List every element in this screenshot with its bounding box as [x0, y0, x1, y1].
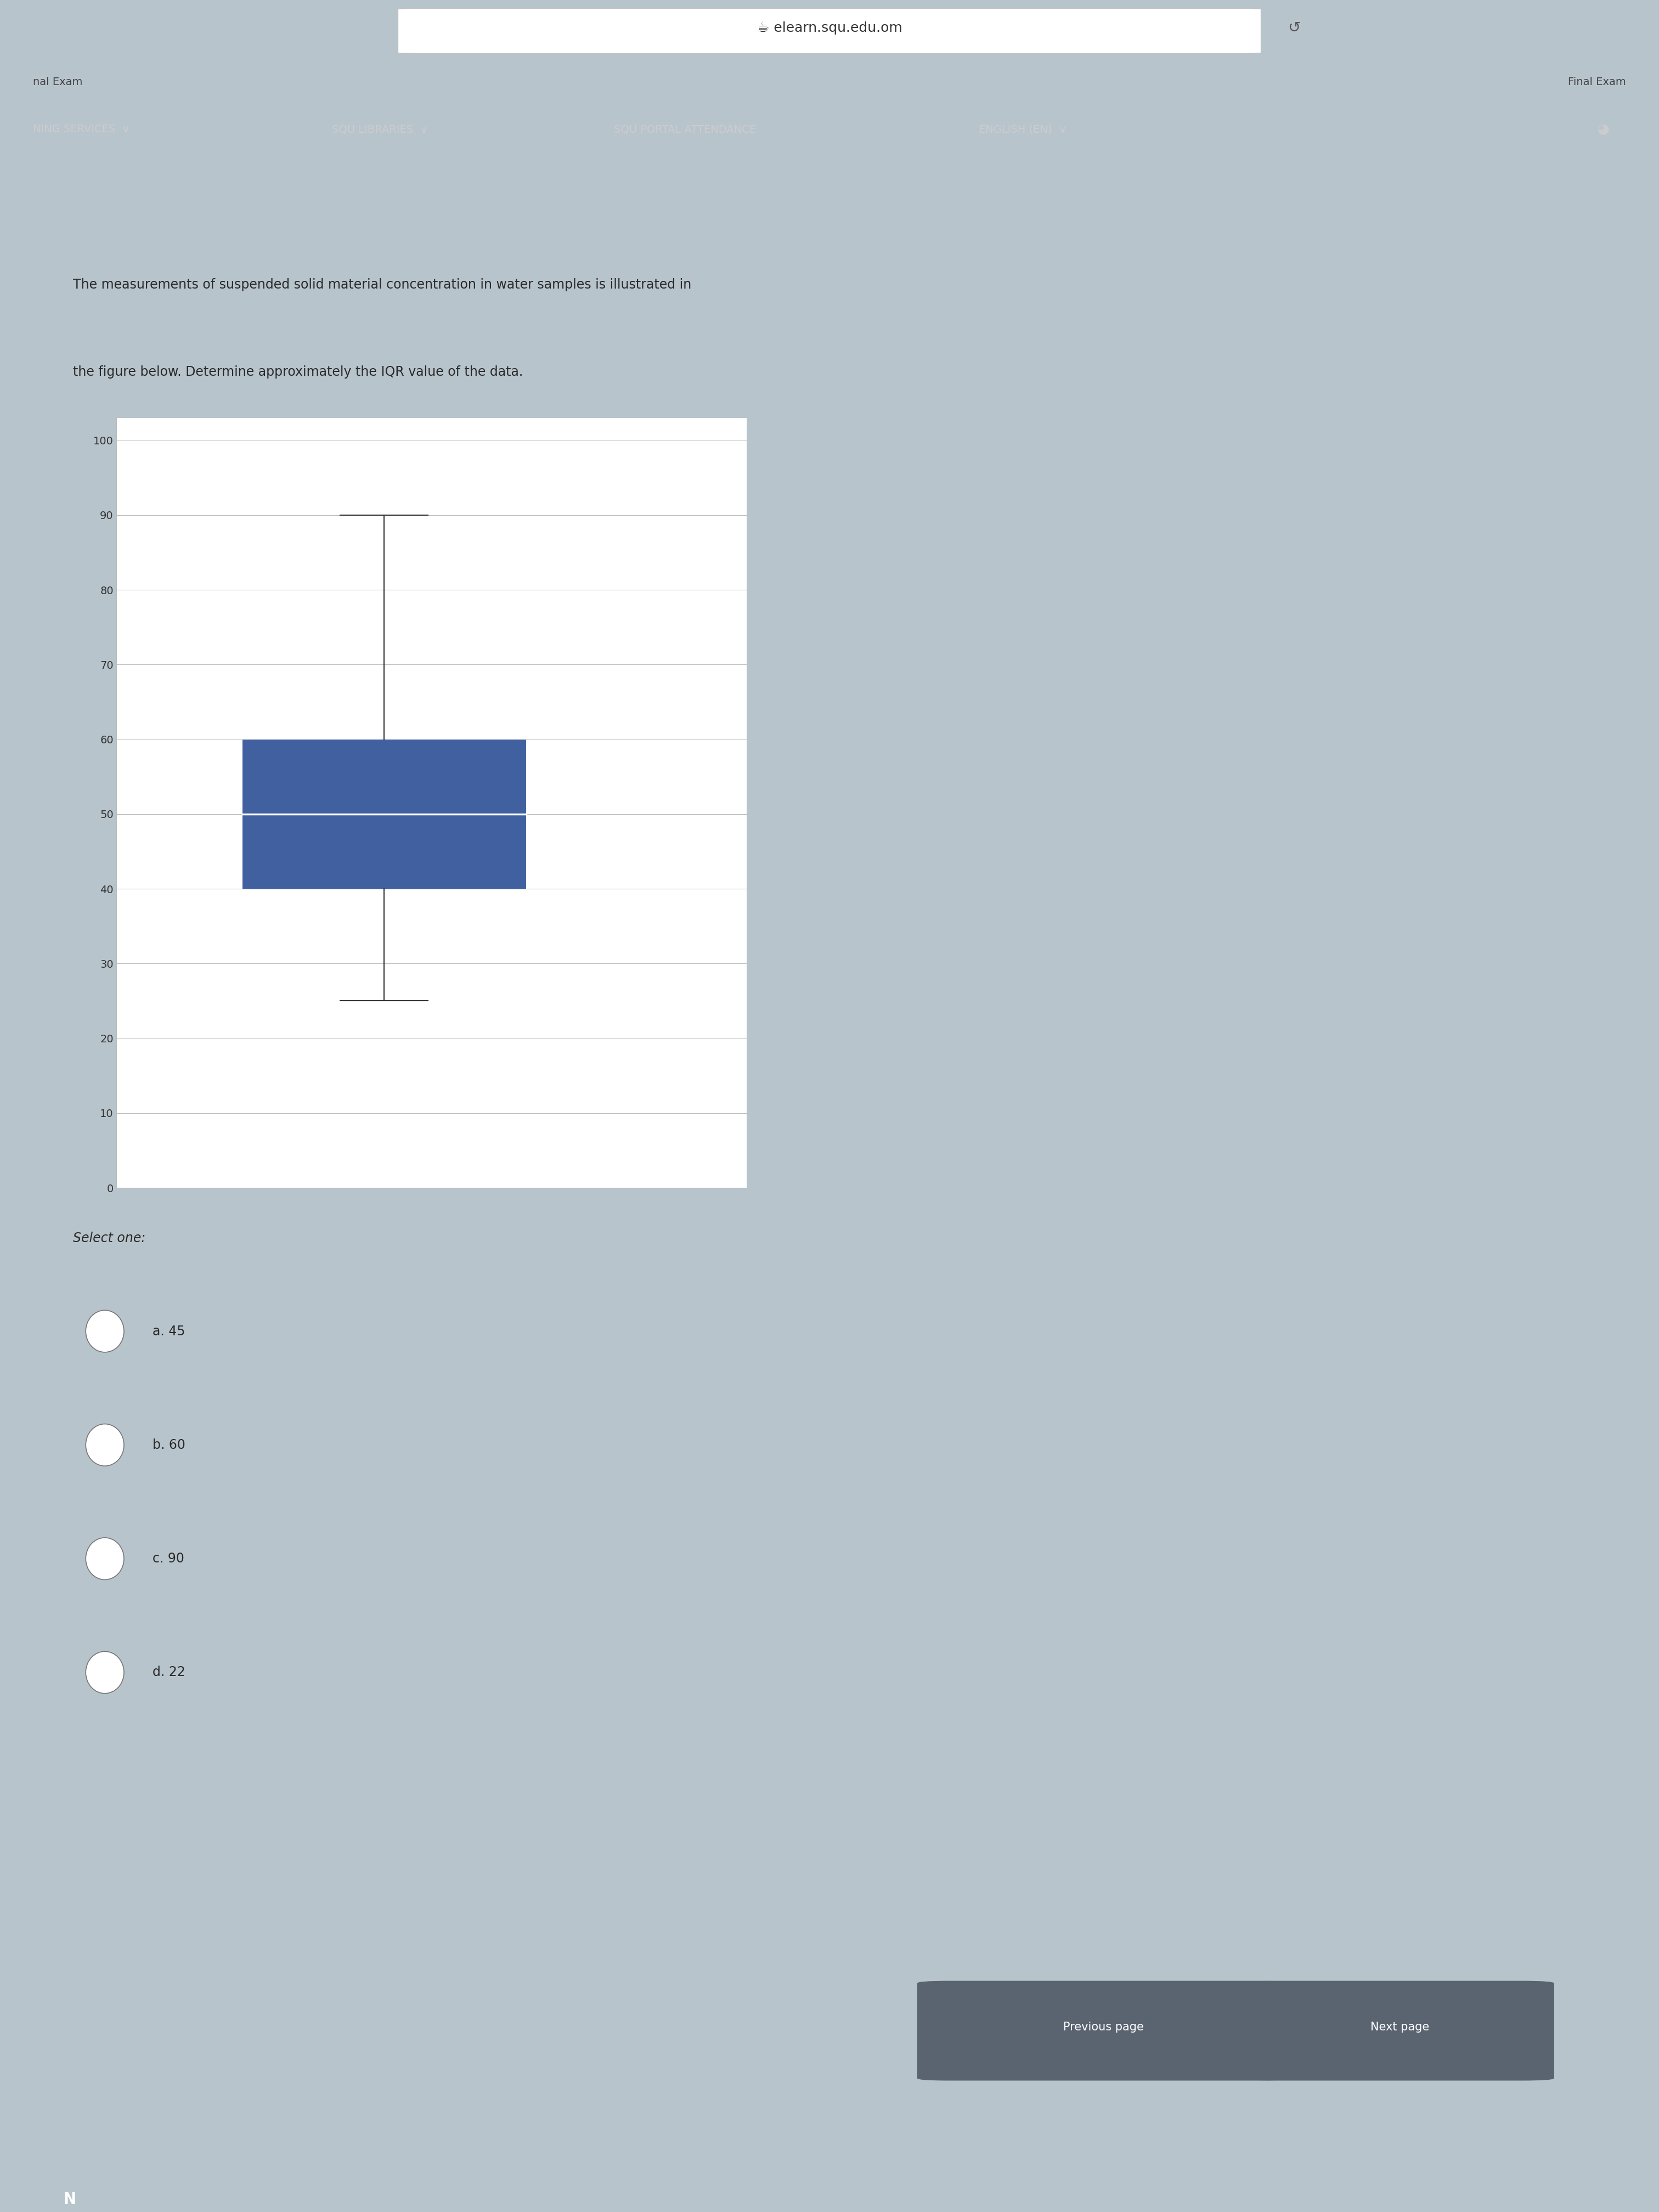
Text: ☕ elearn.squ.edu.om: ☕ elearn.squ.edu.om: [757, 22, 902, 35]
Text: NING SERVICES  ∨: NING SERVICES ∨: [33, 124, 131, 135]
FancyBboxPatch shape: [398, 9, 1261, 53]
Text: b. 60: b. 60: [153, 1438, 186, 1451]
Text: SQU LIBRARIES  ∨: SQU LIBRARIES ∨: [332, 124, 428, 135]
Text: ↺: ↺: [1287, 20, 1301, 35]
Circle shape: [86, 1652, 124, 1694]
Text: ENGLISH (EN)  ∨: ENGLISH (EN) ∨: [979, 124, 1067, 135]
Text: N: N: [63, 2192, 76, 2208]
Text: the figure below. Determine approximately the IQR value of the data.: the figure below. Determine approximatel…: [73, 365, 523, 378]
FancyBboxPatch shape: [917, 1982, 1291, 2081]
Text: nal Exam: nal Exam: [33, 77, 83, 86]
Text: Final Exam: Final Exam: [1568, 77, 1626, 86]
Circle shape: [86, 1310, 124, 1352]
Text: Select one:: Select one:: [73, 1232, 146, 1245]
Text: d. 22: d. 22: [153, 1666, 186, 1679]
Text: a. 45: a. 45: [153, 1325, 186, 1338]
Text: The measurements of suspended solid material concentration in water samples is i: The measurements of suspended solid mate…: [73, 279, 692, 292]
Text: SQU PORTAL ATTENDANCE: SQU PORTAL ATTENDANCE: [614, 124, 757, 135]
Bar: [242, 739, 526, 889]
Text: Previous page: Previous page: [1063, 2022, 1143, 2033]
Text: ◕: ◕: [1598, 124, 1609, 135]
FancyBboxPatch shape: [1244, 1982, 1554, 2081]
Text: Next page: Next page: [1370, 2022, 1428, 2033]
Text: c. 90: c. 90: [153, 1553, 184, 1566]
Circle shape: [86, 1537, 124, 1579]
Circle shape: [86, 1425, 124, 1467]
